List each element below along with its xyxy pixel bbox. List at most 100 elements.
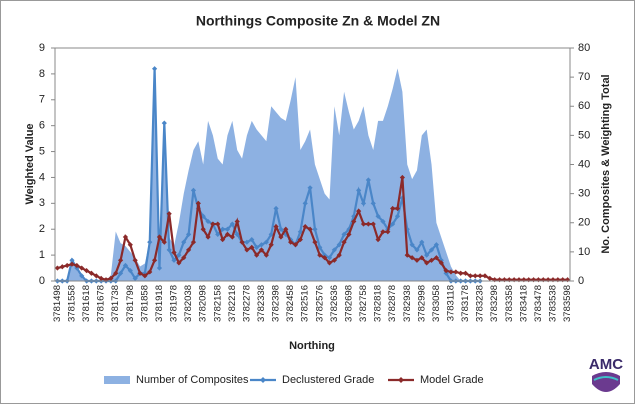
x-tick-label: 3783418 [518,285,529,322]
marker [268,242,274,248]
marker [326,260,333,266]
marker [307,226,313,232]
marker [147,239,153,245]
marker [404,226,410,232]
marker [390,221,396,227]
marker [132,275,138,282]
marker [220,226,226,232]
x-tick-label: 3782878 [387,285,398,322]
y-tick-label: 1 [39,249,45,261]
marker [93,273,99,279]
marker [341,239,347,245]
x-tick-label: 3782516 [300,285,311,322]
marker [83,268,90,274]
marker [331,247,337,253]
marker [307,185,313,191]
marker [176,260,182,266]
x-tick-label: 3783058 [431,285,442,322]
x-tick-label: 3782038 [183,285,194,322]
marker [409,255,415,261]
marker [419,239,425,245]
marker [79,273,85,279]
marker [74,262,80,269]
marker [365,177,371,183]
line [57,68,481,283]
marker [297,229,303,235]
marker [176,252,182,258]
y-tick-label: 9 [39,42,45,54]
y2-axis-title: No. Composites & Weighting Total [600,74,612,253]
marker [292,242,299,248]
marker [127,242,133,248]
marker [151,66,158,72]
marker [360,200,367,206]
x-tick-label: 3781858 [139,285,150,322]
x-tick-label: 3782398 [271,285,282,322]
marker [433,242,439,248]
marker [186,231,192,237]
marker [132,257,138,263]
x-tick-label: 3781798 [125,285,136,322]
x-tick-label: 3783178 [460,285,471,322]
marker [88,270,95,276]
marker [215,221,221,227]
marker [273,224,279,230]
marker [249,236,255,243]
marker [283,226,289,232]
marker [181,255,187,261]
marker [312,239,318,245]
y2-tick-label: 50 [578,129,590,141]
marker [224,226,231,232]
marker [79,265,85,271]
marker [59,264,65,270]
marker [419,255,425,261]
marker [312,226,318,232]
marker [302,200,308,206]
marker [462,270,469,276]
marker [142,273,148,279]
marker [438,260,444,266]
marker [380,218,386,225]
marker [258,247,265,253]
x-tick-label: 3782698 [343,285,354,322]
x-tick-label: 3782576 [314,285,325,322]
marker [467,273,474,279]
y2-tick-label: 70 [578,71,590,83]
marker [171,249,177,256]
y2-tick-label: 60 [578,100,590,112]
x-tick-label: 3782218 [227,285,238,322]
x-tick-label: 3781978 [169,285,180,322]
x-tick-label: 3782998 [416,285,427,322]
y-tick-label: 0 [39,275,45,287]
marker [394,205,401,212]
marker [278,234,284,240]
marker [54,265,61,271]
y-tick-label: 4 [39,171,45,183]
marker [229,221,235,227]
x-tick-label: 3781678 [96,285,107,322]
marker [210,221,216,227]
marker [370,200,376,206]
marker [424,252,430,258]
marker [297,236,303,243]
marker [414,257,420,263]
marker [317,244,323,250]
x-tick-label: 3781498 [52,285,63,322]
marker [166,247,172,253]
y-tick-label: 5 [39,145,45,157]
y2-tick-label: 20 [578,217,590,229]
marker [117,270,124,276]
marker [254,252,260,258]
y-tick-label: 2 [39,223,45,235]
y-tick-label: 6 [39,120,45,132]
marker [127,268,133,274]
marker [302,224,308,230]
marker [171,257,177,263]
marker [487,275,493,282]
chart-title: Northings Composite Zn & Model ZN [196,13,440,29]
x-tick-label: 3783538 [548,285,559,322]
logo-stripe [593,376,619,381]
marker [472,273,478,279]
x-tick-label: 3781558 [67,285,78,322]
marker [229,234,235,240]
